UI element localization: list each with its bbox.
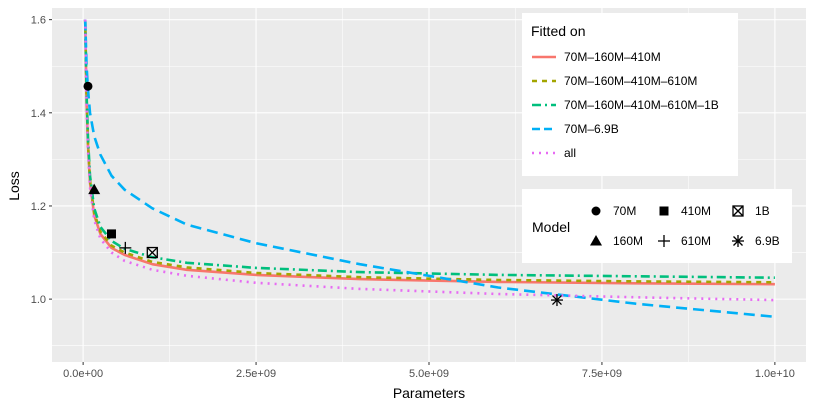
y-tick-label: 1.4 (31, 108, 46, 120)
fitted-legend-background (522, 13, 738, 176)
point-160m (88, 183, 101, 195)
series-lines (83, 19, 776, 319)
model-legend-item: 70M (591, 204, 636, 218)
x-tick-label: 1.0e+10 (755, 368, 795, 380)
fitted-legend-item: 70M–160M–410M–610M (532, 74, 697, 88)
legend-key-610m (658, 235, 670, 247)
fitted-legend-item: 70M–160M–410M–610M–1B (532, 98, 719, 112)
model-legend-label: 6.9B (755, 234, 780, 248)
fitted-legend-item: 70M–6.9B (532, 122, 619, 136)
x-tick-label: 7.5e+09 (582, 368, 622, 380)
fitted-legend-item: all (532, 146, 576, 160)
fitted-legend-label: 70M–160M–410M–610M–1B (564, 98, 719, 112)
point-1b (146, 246, 158, 259)
model-legend-label: 410M (681, 204, 711, 218)
model-legend-item: 610M (658, 234, 711, 248)
y-tick-label: 1.6 (31, 15, 46, 27)
legend-key-1b (732, 205, 744, 217)
fitted-legend-label: all (564, 146, 576, 160)
model-points (83, 81, 563, 307)
model-legend-label: 70M (613, 204, 636, 218)
model-legend-item: 6.9B (732, 234, 780, 248)
x-tick-label: 0.0e+00 (63, 368, 103, 380)
model-legend-label: 610M (681, 234, 711, 248)
model-legend: Model 70M 160M 410M 610M 1B 6.9B (522, 189, 792, 263)
y-axis-title: Loss (6, 171, 22, 201)
legend-key-70m (591, 206, 601, 216)
point-410m (106, 229, 116, 239)
legend-key-6-9b (732, 235, 744, 247)
fitted-legend-label: 70M–6.9B (564, 122, 619, 136)
legend-key-410m (659, 206, 669, 216)
point-70m (83, 81, 93, 91)
series-line-all (83, 19, 775, 302)
point-610m (119, 241, 132, 254)
x-tick-label: 2.5e+09 (236, 368, 276, 380)
axes: 1.0 1.2 1.4 1.6 0.0e+00 2.5e+09 5.0e+09 7.5e+09… (31, 15, 795, 380)
fitted-legend: Fitted on 70M–160M–410M 70M–160M–410M–610… (522, 13, 738, 176)
legend-key-160m (590, 235, 602, 246)
fitted-legend-item: 70M–160M–410M (532, 50, 661, 64)
point-6-9b (550, 294, 563, 307)
y-tick-label: 1.2 (31, 201, 46, 213)
model-legend-title: Model (532, 219, 570, 235)
model-legend-label: 160M (613, 234, 643, 248)
y-tick-label: 1.0 (31, 294, 46, 306)
model-legend-background (522, 189, 792, 263)
model-legend-item: 1B (732, 204, 770, 218)
x-tick-label: 5.0e+09 (409, 368, 449, 380)
series-line-70m-160m-410m-610m-1b (83, 19, 775, 279)
model-legend-label: 1B (755, 204, 770, 218)
x-axis-title: Parameters (393, 385, 465, 401)
model-legend-item: 160M (590, 234, 643, 248)
series-line-70m-6-9b (83, 19, 776, 319)
fitted-legend-label: 70M–160M–410M (564, 50, 661, 64)
model-legend-item: 410M (659, 204, 711, 218)
fitted-legend-label: 70M–160M–410M–610M (564, 74, 697, 88)
fitted-legend-title: Fitted on (531, 23, 585, 39)
